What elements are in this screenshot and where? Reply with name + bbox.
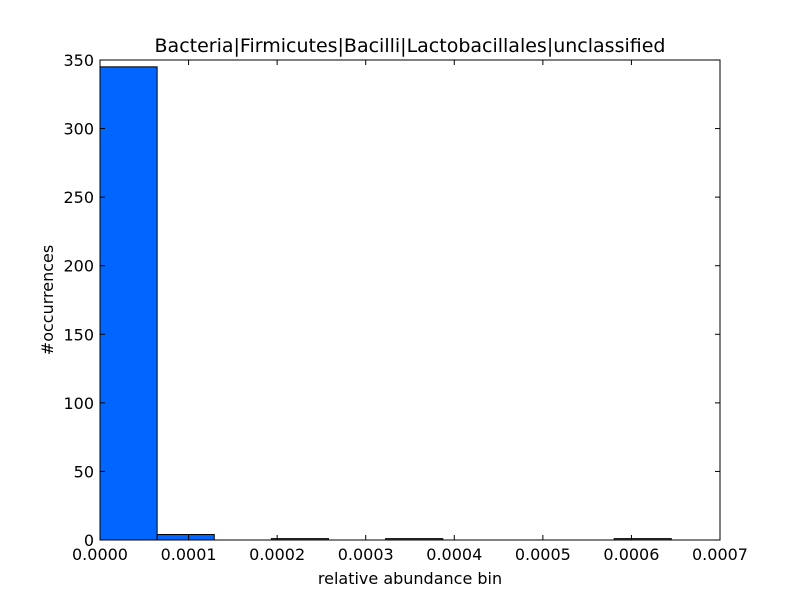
y-axis-title: #occurrences: [38, 245, 57, 355]
x-axis-ticks: 0.0000 0.0001 0.0002 0.0003 0.0004 0.0005 0.00…: [72, 60, 748, 564]
x-tick-label: 0.0003: [338, 545, 394, 564]
y-tick-label: 350: [63, 51, 94, 70]
y-tick-label: 150: [63, 325, 94, 344]
x-tick-label: 0.0000: [72, 545, 128, 564]
x-tick-label: 0.0004: [426, 545, 482, 564]
x-tick-label: 0.0007: [692, 545, 748, 564]
histogram-bar-1: [156, 534, 215, 541]
y-tick-label: 100: [63, 394, 94, 413]
plot-frame: [99, 59, 721, 541]
y-tick-label: 300: [63, 120, 94, 139]
bars-group: [99, 66, 672, 541]
x-tick-label: 0.0005: [515, 545, 571, 564]
x-tick-label: 0.0002: [249, 545, 305, 564]
histogram-bar-0: [99, 66, 158, 541]
y-tick-label: 50: [74, 462, 94, 481]
chart-title: Bacteria|Firmicutes|Bacilli|Lactobacilla…: [155, 35, 666, 57]
y-tick-label: 0: [84, 531, 94, 550]
y-tick-label: 200: [63, 257, 94, 276]
y-tick-label: 250: [63, 188, 94, 207]
x-tick-label: 0.0001: [161, 545, 217, 564]
x-axis-title: relative abundance bin: [318, 569, 502, 588]
y-axis-ticks: 0 50 100 150 200 250 300 350: [63, 51, 720, 550]
x-tick-label: 0.0006: [603, 545, 659, 564]
